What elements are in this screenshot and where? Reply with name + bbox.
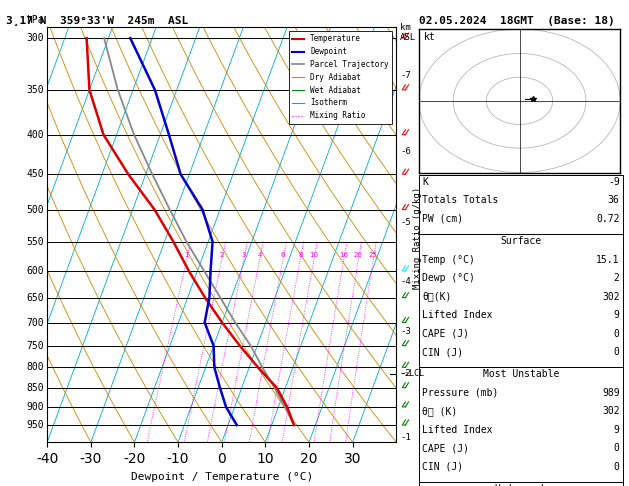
Text: -4: -4 xyxy=(400,278,411,286)
Text: 8: 8 xyxy=(298,252,303,258)
Text: Surface: Surface xyxy=(500,236,542,246)
Text: Totals Totals: Totals Totals xyxy=(422,195,498,206)
Text: 450: 450 xyxy=(26,169,43,179)
Text: 400: 400 xyxy=(26,130,43,139)
Text: Lifted Index: Lifted Index xyxy=(422,310,493,320)
Text: 850: 850 xyxy=(26,382,43,393)
Text: 0: 0 xyxy=(614,347,620,357)
Text: 500: 500 xyxy=(26,205,43,215)
Text: 750: 750 xyxy=(26,341,43,351)
Text: θᴄ(K): θᴄ(K) xyxy=(422,292,452,302)
Text: 16: 16 xyxy=(339,252,348,258)
Text: Most Unstable: Most Unstable xyxy=(482,369,559,380)
Text: 15.1: 15.1 xyxy=(596,255,620,265)
Text: CAPE (J): CAPE (J) xyxy=(422,443,469,453)
Text: 0: 0 xyxy=(614,443,620,453)
Text: 989: 989 xyxy=(602,388,620,398)
Text: -9: -9 xyxy=(608,177,620,187)
Text: 650: 650 xyxy=(26,293,43,303)
Text: 302: 302 xyxy=(602,406,620,417)
Text: 700: 700 xyxy=(26,317,43,328)
Text: -7: -7 xyxy=(400,70,411,80)
Text: -₂LCL: -₂LCL xyxy=(400,369,425,378)
Text: 2: 2 xyxy=(614,273,620,283)
Text: 36: 36 xyxy=(608,195,620,206)
Text: Hodograph: Hodograph xyxy=(494,484,547,486)
Text: 2: 2 xyxy=(220,252,224,258)
Text: -2: -2 xyxy=(400,369,411,378)
Text: -5: -5 xyxy=(400,218,411,227)
Text: -1: -1 xyxy=(400,433,411,442)
Text: K: K xyxy=(422,177,428,187)
Text: 9: 9 xyxy=(614,425,620,435)
Text: PW (cm): PW (cm) xyxy=(422,214,463,224)
Text: 6: 6 xyxy=(281,252,286,258)
Text: 25: 25 xyxy=(369,252,377,258)
Text: Temp (°C): Temp (°C) xyxy=(422,255,475,265)
Legend: Temperature, Dewpoint, Parcel Trajectory, Dry Adiabat, Wet Adiabat, Isotherm, Mi: Temperature, Dewpoint, Parcel Trajectory… xyxy=(289,31,392,124)
Text: Lifted Index: Lifted Index xyxy=(422,425,493,435)
Text: 302: 302 xyxy=(602,292,620,302)
Text: θᴄ (K): θᴄ (K) xyxy=(422,406,457,417)
Text: 550: 550 xyxy=(26,237,43,246)
Text: CAPE (J): CAPE (J) xyxy=(422,329,469,339)
Text: 350: 350 xyxy=(26,85,43,95)
Text: CIN (J): CIN (J) xyxy=(422,462,463,472)
Text: Pressure (mb): Pressure (mb) xyxy=(422,388,498,398)
Text: hPa: hPa xyxy=(26,15,43,25)
Text: 3: 3 xyxy=(242,252,246,258)
Text: kt: kt xyxy=(424,32,436,42)
Text: 300: 300 xyxy=(26,33,43,43)
Text: 9: 9 xyxy=(614,310,620,320)
Text: km
ASL: km ASL xyxy=(400,23,416,42)
Text: 900: 900 xyxy=(26,402,43,412)
Text: 0.72: 0.72 xyxy=(596,214,620,224)
Text: -3: -3 xyxy=(400,328,411,336)
Text: 600: 600 xyxy=(26,266,43,276)
Text: 1: 1 xyxy=(184,252,189,258)
Text: 02.05.2024  18GMT  (Base: 18): 02.05.2024 18GMT (Base: 18) xyxy=(419,16,615,26)
Text: 10: 10 xyxy=(309,252,318,258)
Text: 3¸17'N  359°33'W  245m  ASL: 3¸17'N 359°33'W 245m ASL xyxy=(6,16,189,26)
Text: CIN (J): CIN (J) xyxy=(422,347,463,357)
Text: Mixing Ratio (g/kg): Mixing Ratio (g/kg) xyxy=(413,187,422,289)
Text: -6: -6 xyxy=(400,147,411,156)
Text: 4: 4 xyxy=(257,252,262,258)
Text: 20: 20 xyxy=(354,252,363,258)
Text: 0: 0 xyxy=(614,462,620,472)
Text: 0: 0 xyxy=(614,329,620,339)
Text: 950: 950 xyxy=(26,420,43,430)
X-axis label: Dewpoint / Temperature (°C): Dewpoint / Temperature (°C) xyxy=(131,471,313,482)
Text: 800: 800 xyxy=(26,363,43,372)
Text: Dewp (°C): Dewp (°C) xyxy=(422,273,475,283)
